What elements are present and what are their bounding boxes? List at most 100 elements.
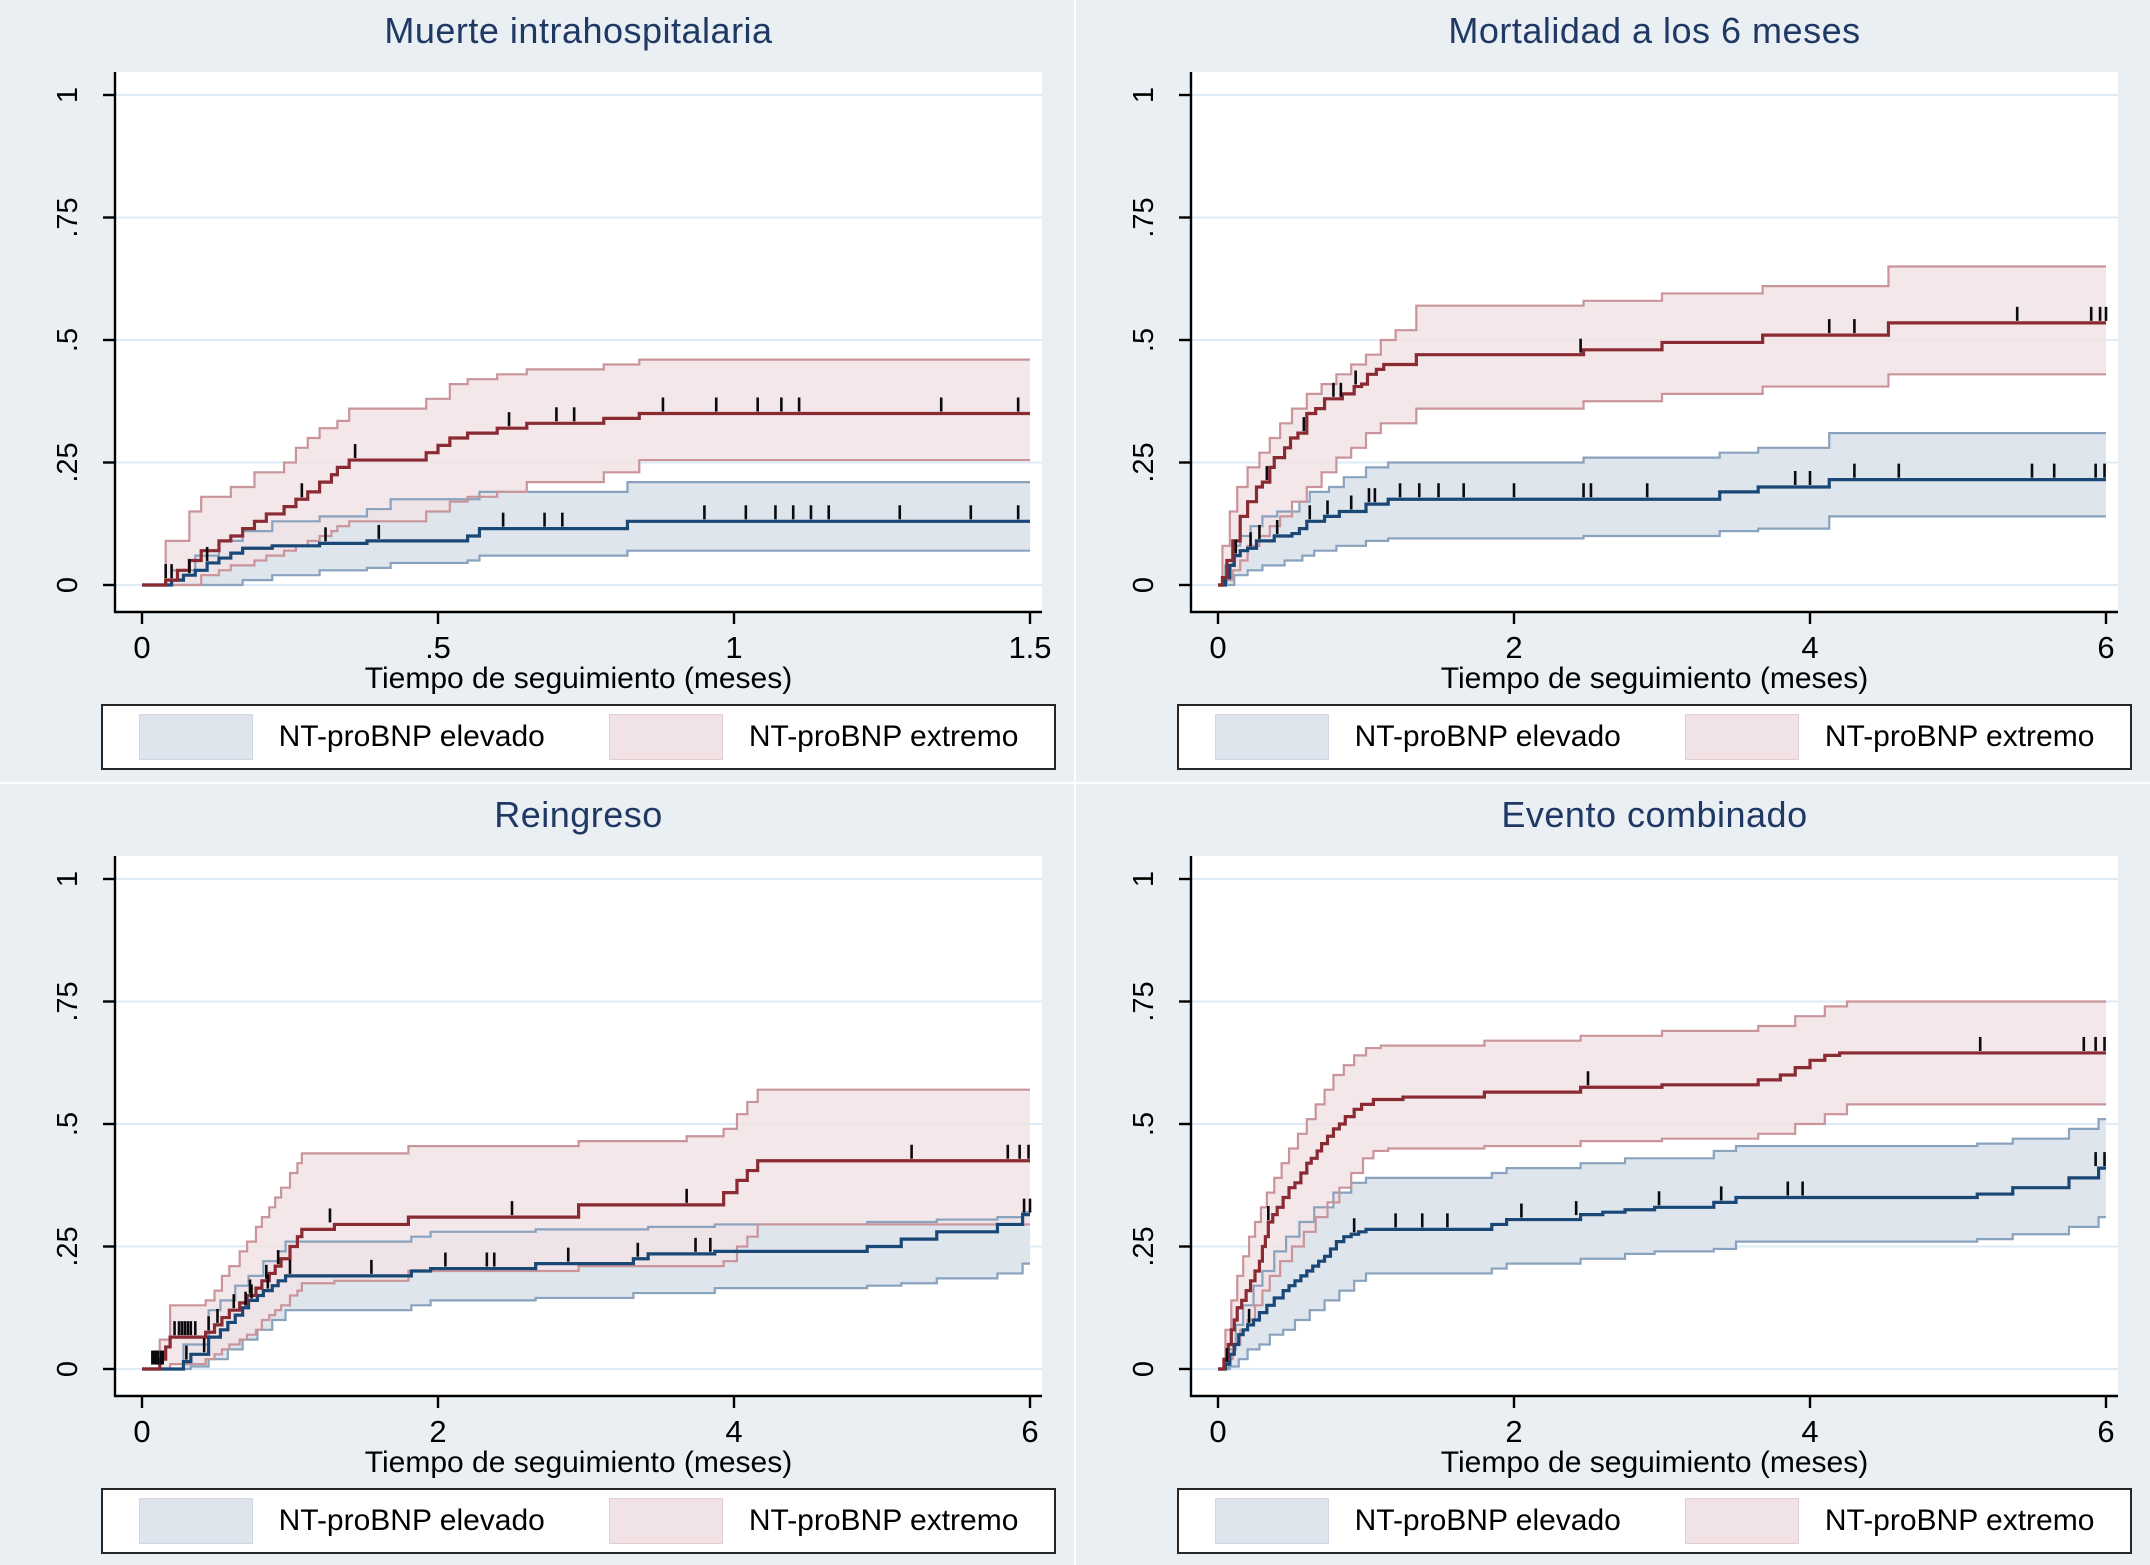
- km-curve-extremo: [142, 1159, 1030, 1371]
- extremo-swatch-icon: [1684, 1498, 1799, 1544]
- y-tick-label: 1: [52, 871, 84, 887]
- y-tick-label: .75: [1128, 197, 1160, 237]
- legend-label-extremo: NT-proBNP extremo: [748, 720, 1019, 753]
- extremo-swatch-icon: [608, 1498, 723, 1544]
- y-tick-label: .75: [52, 197, 84, 237]
- y-tick-label: .25: [52, 1226, 84, 1266]
- ci-band-extremo: [142, 359, 1030, 585]
- y-tick-label: .5: [1128, 328, 1160, 352]
- ci-lower-edge-elevado: [1218, 515, 2106, 587]
- km-curve-extremo: [142, 411, 1030, 587]
- legend-entry-elevado: NT-proBNP elevado: [1214, 714, 1621, 760]
- legend: NT-proBNP elevado NT-proBNP extremo: [100, 1488, 1057, 1554]
- y-tick-label: .75: [1128, 981, 1160, 1021]
- legend-label-elevado: NT-proBNP elevado: [1354, 720, 1621, 753]
- legend-entry-extremo: NT-proBNP extremo: [1684, 1498, 2095, 1544]
- legend-entry-elevado: NT-proBNP elevado: [1214, 1498, 1621, 1544]
- y-tick-label: 1: [1128, 871, 1160, 887]
- y-tick-label: 0: [52, 1361, 84, 1377]
- y-tick-label: .5: [52, 1112, 84, 1136]
- km-curve-elevado: [142, 1213, 1030, 1371]
- ci-upper-edge-extremo: [142, 1088, 1030, 1371]
- legend-label-elevado: NT-proBNP elevado: [278, 720, 545, 753]
- ci-band-extremo: [1218, 1001, 2106, 1369]
- x-tick-label: 6: [2097, 1414, 2114, 1449]
- ci-upper-edge-extremo: [1218, 265, 2106, 587]
- legend-entry-extremo: NT-proBNP extremo: [1684, 714, 2095, 760]
- x-tick-label: 0: [133, 630, 150, 665]
- x-axis-label: Tiempo de seguimiento (meses): [364, 662, 793, 695]
- panel-title: Mortalidad a los 6 meses: [1448, 10, 1861, 51]
- x-tick-label: 1: [725, 630, 742, 665]
- ci-lower-edge-elevado: [1218, 1216, 2106, 1371]
- legend-label-elevado: NT-proBNP elevado: [1354, 1504, 1621, 1537]
- y-tick-label: 0: [1128, 577, 1160, 593]
- x-tick-label: 0: [1209, 630, 1226, 665]
- km-curve-extremo: [1218, 321, 2106, 587]
- elevado-swatch-icon: [138, 714, 253, 760]
- x-tick-label: 4: [1801, 630, 1818, 665]
- km-curve-extremo: [1218, 1051, 2106, 1371]
- x-tick-label: 6: [1021, 1414, 1038, 1449]
- extremo-swatch-icon: [1684, 714, 1799, 760]
- panel-title: Evento combinado: [1501, 794, 1808, 835]
- ci-band-elevado: [1218, 1119, 2106, 1369]
- legend: NT-proBNP elevado NT-proBNP extremo: [1176, 704, 2133, 770]
- legend-entry-extremo: NT-proBNP extremo: [608, 714, 1019, 760]
- x-axis-label: Tiempo de seguimiento (meses): [1440, 1446, 1869, 1479]
- km-plot-muerte-intrahospitalaria: 0 .25 .5 .75 1 0 .5 1 1.5: [52, 72, 1052, 665]
- y-tick-label: .25: [52, 442, 84, 482]
- x-tick-label: 0: [1209, 1414, 1226, 1449]
- x-tick-label: .5: [425, 630, 451, 665]
- y-tick-label: 1: [1128, 87, 1160, 103]
- ci-band-extremo: [1218, 266, 2106, 585]
- km-plot-mortalidad-6-meses: 0 .25 .5 .75 1 0 2 4 6: [1128, 72, 2118, 665]
- y-tick-label: .5: [1128, 1112, 1160, 1136]
- ci-band-elevado: [1218, 433, 2106, 585]
- y-tick-label: 0: [52, 577, 84, 593]
- km-curve-elevado: [142, 519, 1030, 587]
- km-panel-evento-combinado: 0 .25 .5 .75 1 0 2 4 6 Evento combinado Tiempo d…: [1076, 784, 2150, 1565]
- legend-entry-extremo: NT-proBNP extremo: [608, 1498, 1019, 1544]
- km-panel-mortalidad-6-meses: 0.25.5.75 1 0 2 4 6 Mortalidad a los 6 meses …: [1076, 0, 2150, 782]
- x-tick-label: 6: [2097, 630, 2114, 665]
- legend-box: NT-proBNP elevado NT-proBNP extremo: [100, 1488, 1057, 1554]
- panel-title: Reingreso: [494, 794, 663, 835]
- legend-box: NT-proBNP elevado NT-proBNP extremo: [1176, 704, 2133, 770]
- legend-label-extremo: NT-proBNP extremo: [1824, 1504, 2095, 1537]
- legend-label-extremo: NT-proBNP extremo: [748, 1504, 1019, 1537]
- legend-entry-elevado: NT-proBNP elevado: [138, 1498, 545, 1544]
- x-tick-label: 2: [1505, 1414, 1522, 1449]
- elevado-swatch-icon: [1214, 714, 1329, 760]
- elevado-swatch-icon: [138, 1498, 253, 1544]
- km-plot-evento-combinado: 0 .25 .5 .75 1 0 2 4 6: [1128, 856, 2118, 1449]
- km-curve-elevado: [1218, 1166, 2106, 1371]
- legend: NT-proBNP elevado NT-proBNP extremo: [1176, 1488, 2133, 1554]
- legend-box: NT-proBNP elevado NT-proBNP extremo: [100, 704, 1057, 770]
- ci-band-elevado: [142, 482, 1030, 585]
- legend-entry-elevado: NT-proBNP elevado: [138, 714, 545, 760]
- x-axis-label: Tiempo de seguimiento (meses): [1440, 662, 1869, 695]
- ci-lower-edge-extremo: [142, 458, 1030, 587]
- ci-lower-edge-extremo: [1218, 373, 2106, 587]
- x-tick-label: 1.5: [1008, 630, 1051, 665]
- x-tick-label: 2: [429, 1414, 446, 1449]
- y-tick-label: 1: [52, 87, 84, 103]
- ci-lower-edge-extremo: [142, 1223, 1030, 1371]
- legend-label-extremo: NT-proBNP extremo: [1824, 720, 2095, 753]
- ci-lower-edge-elevado: [142, 549, 1030, 587]
- y-tick-label: .25: [1128, 442, 1160, 482]
- y-tick-label: .25: [1128, 1226, 1160, 1266]
- km-plot-reingreso: 0 .25 .5 .75 1 0 2 4 6: [52, 856, 1042, 1449]
- legend: NT-proBNP elevado NT-proBNP extremo: [100, 704, 1057, 770]
- x-tick-label: 4: [1801, 1414, 1818, 1449]
- x-tick-label: 2: [1505, 630, 1522, 665]
- y-tick-label: 0: [1128, 1361, 1160, 1377]
- y-tick-label: .5: [52, 328, 84, 352]
- ci-upper-edge-extremo: [1218, 1000, 2106, 1371]
- km-panel-reingreso: 0 .25 .5 .75 1 0 2 4 6 Reingreso Tiempo de segui…: [0, 784, 1074, 1565]
- ci-upper-edge-extremo: [142, 358, 1030, 587]
- panel-title: Muerte intrahospitalaria: [384, 10, 773, 51]
- ci-upper-edge-elevado: [142, 481, 1030, 587]
